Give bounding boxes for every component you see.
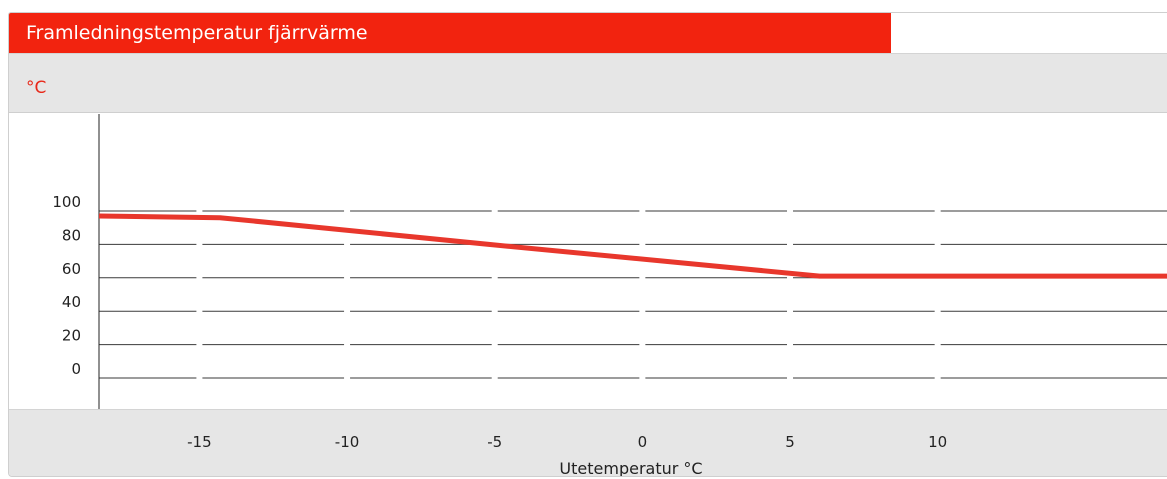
y-tick-label: 60 [62,260,81,278]
x-tick-label: 5 [785,433,795,451]
chart-panel: Framledningstemperatur fjärrvärme °C 0 20… [8,12,1167,477]
unit-bar [9,53,1167,113]
y-tick-label: 100 [52,193,81,211]
gridlines [99,210,1167,379]
series [98,213,1167,279]
x-tick-label: -10 [335,433,360,451]
x-tick-label: 10 [928,433,947,451]
y-axis-unit-label: °C [26,78,47,98]
x-tick-label: -5 [487,433,502,451]
series-line [98,213,1167,279]
line-chart: 0 20 40 60 80 100 -15 -10 -5 0 5 10 Utetemperatur … [52,114,1167,477]
y-tick-label: 80 [62,226,81,244]
x-axis-bar [9,409,1167,476]
y-tick-label: 0 [71,360,81,378]
x-tick-labels: -15 -10 -5 0 5 10 [187,433,947,451]
y-tick-label: 20 [62,327,81,345]
x-tick-label: 0 [638,433,648,451]
x-axis-title: Utetemperatur °C [559,459,702,477]
y-tick-labels: 0 20 40 60 80 100 [52,193,81,378]
chart-title: Framledningstemperatur fjärrvärme [9,13,891,53]
y-tick-label: 40 [62,293,81,311]
x-tick-label: -15 [187,433,212,451]
